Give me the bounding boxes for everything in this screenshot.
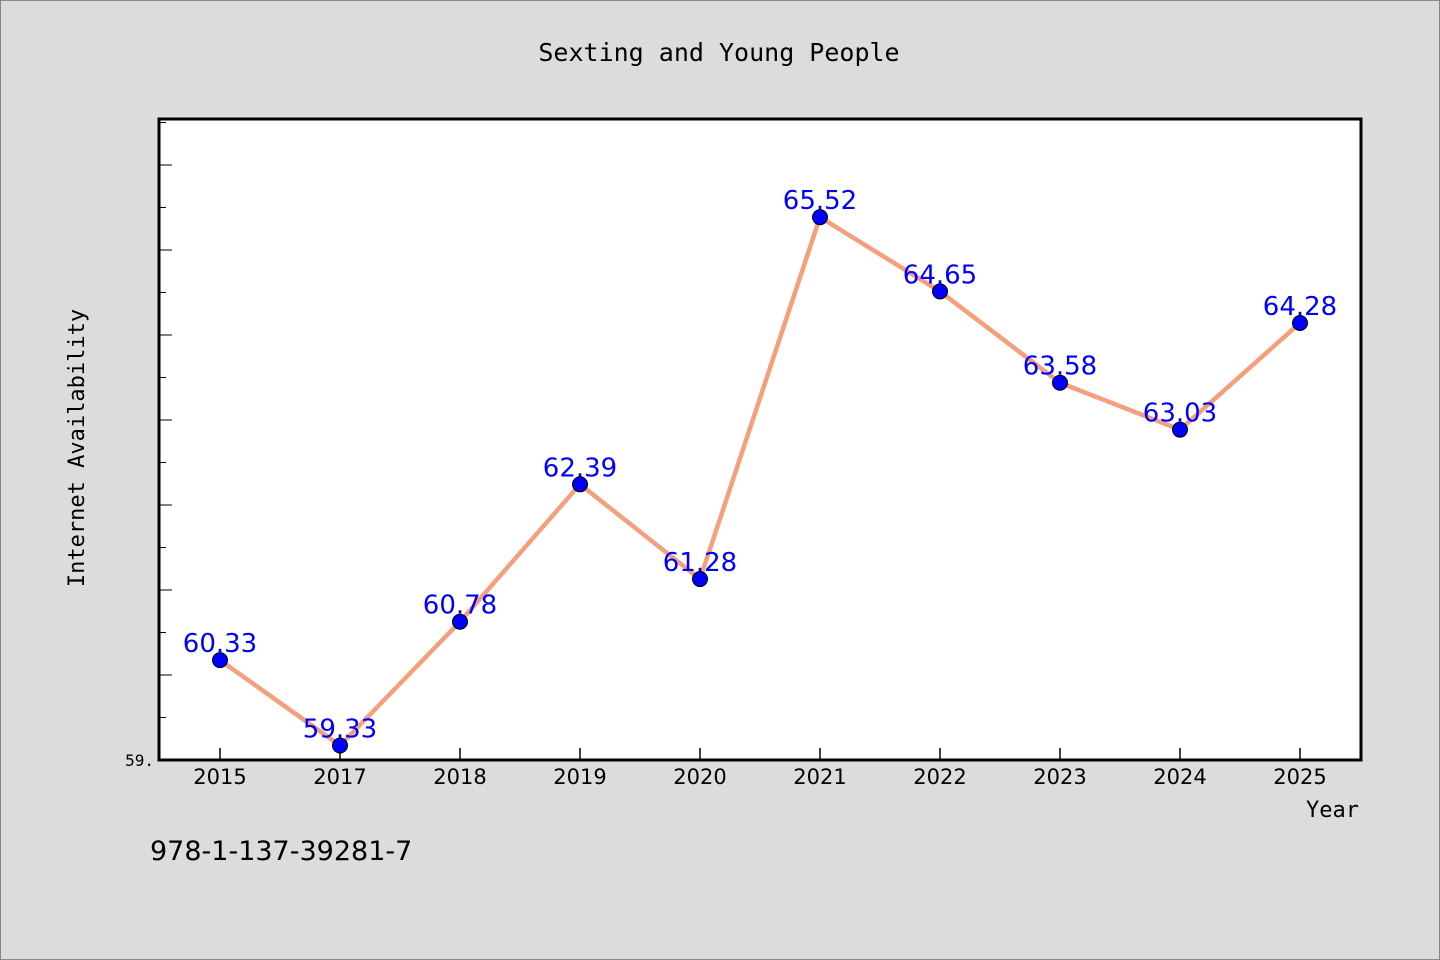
data-point [212, 652, 228, 669]
data-label: 60.78 [423, 591, 497, 621]
y-axis-label: Internet Availability [65, 309, 90, 587]
data-point [332, 737, 348, 754]
plot-frame [157, 117, 1363, 762]
x-tick-label: 2019 [553, 765, 606, 789]
data-points [212, 209, 1308, 754]
x-tick-label: 2023 [1033, 765, 1086, 789]
x-axis: 2015 2017 2018 2019 2020 2021 2022 2023 2024 2025 [193, 748, 1327, 789]
x-tick-label: 2021 [793, 765, 846, 789]
data-point [692, 571, 708, 588]
data-point [932, 283, 948, 300]
data-point [1292, 314, 1308, 331]
x-tick-label: 2020 [673, 765, 726, 789]
data-point [1172, 421, 1188, 438]
x-tick-label: 2025 [1273, 765, 1326, 789]
data-point [1052, 374, 1068, 391]
plot-area [159, 119, 1361, 760]
isbn-text: 978-1-137-39281-7 [150, 836, 413, 867]
x-tick-label: 2017 [313, 765, 366, 789]
x-tick-label: 2015 [193, 765, 246, 789]
data-label: 64.65 [903, 260, 977, 290]
data-label: 65.52 [783, 186, 857, 216]
data-label: 64.28 [1263, 292, 1337, 322]
data-label: 62.39 [543, 453, 617, 483]
data-point [452, 613, 468, 630]
data-label: 59.33 [303, 714, 377, 744]
x-tick-label: 2024 [1153, 765, 1206, 789]
data-label: 63.58 [1023, 352, 1097, 382]
data-label: 60.33 [183, 629, 257, 659]
series-polyline [217, 214, 1303, 748]
x-tick-label: 2018 [433, 765, 486, 789]
x-tick-label: 2022 [913, 765, 966, 789]
x-axis-label: Year [1306, 798, 1359, 823]
data-point [812, 209, 828, 226]
data-point [572, 476, 588, 493]
y-tick-label: 59. [125, 751, 154, 770]
data-label: 63.03 [1143, 399, 1217, 429]
data-labels: 60.33 59.33 60.78 62.39 61.28 65.52 64.65 63.58… [183, 186, 1337, 744]
data-label: 61.28 [663, 548, 737, 578]
chart-title: Sexting and Young People [538, 38, 899, 67]
series-line [217, 214, 1303, 748]
